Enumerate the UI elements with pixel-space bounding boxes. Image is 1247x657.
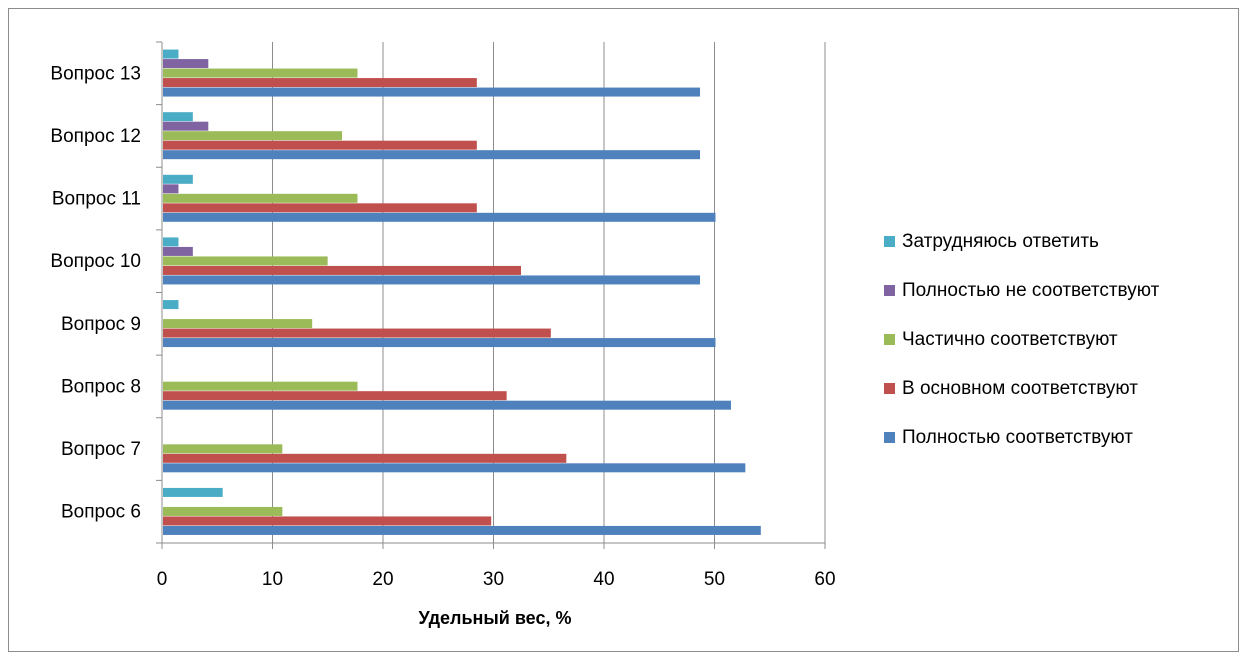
legend-swatch	[884, 236, 895, 247]
legend-swatch	[884, 285, 895, 296]
legend-label: В основном соответствуют	[902, 378, 1138, 399]
bar	[163, 203, 477, 213]
bar	[163, 453, 567, 463]
bar	[163, 525, 761, 535]
x-tick-label: 30	[483, 569, 504, 590]
legend-label: Полностью соответствуют	[902, 427, 1133, 448]
legend-swatch	[884, 383, 895, 394]
x-axis-title: Удельный вес, %	[419, 608, 572, 628]
bar	[163, 381, 358, 391]
legend-label: Затрудняюсь ответить	[902, 231, 1099, 252]
bar	[163, 174, 193, 184]
category-label: Вопрос 11	[52, 189, 141, 210]
bar	[163, 319, 313, 329]
legend-label: Частично соответствуют	[902, 329, 1118, 350]
bar	[163, 506, 283, 516]
bar	[163, 391, 507, 401]
legend-swatch	[884, 432, 895, 443]
category-label: Вопрос 6	[61, 502, 141, 523]
category-labels: Вопрос 6 Вопрос 7 Вопрос 8 Вопрос 9 Вопрос 1…	[50, 63, 141, 522]
bar	[163, 400, 731, 410]
bar	[163, 150, 701, 160]
bar	[163, 212, 716, 222]
bar	[163, 487, 223, 497]
legend-label: Полностью не соответствуют	[902, 280, 1160, 301]
legend-swatch	[884, 334, 895, 345]
bar	[163, 463, 746, 473]
x-tick-labels: 0 10 20 30 40 50 60	[157, 569, 836, 590]
category-label: Вопрос 7	[61, 439, 141, 460]
bar	[163, 59, 209, 69]
bar	[163, 87, 701, 97]
bar	[163, 193, 358, 203]
bar	[163, 184, 179, 194]
bar	[163, 140, 477, 150]
bar	[163, 300, 179, 310]
bar	[163, 78, 477, 88]
x-tick-label: 10	[262, 569, 283, 590]
bar	[163, 49, 179, 59]
category-label: Вопрос 8	[61, 376, 141, 397]
bar	[163, 275, 701, 285]
x-tick-label: 40	[593, 569, 614, 590]
category-label: Вопрос 13	[50, 63, 141, 84]
bar	[163, 237, 179, 247]
category-label: Вопрос 10	[50, 251, 141, 272]
bar	[163, 265, 522, 275]
bars	[163, 49, 761, 535]
axes	[156, 41, 826, 549]
bar	[163, 68, 358, 78]
bar	[163, 338, 716, 348]
category-label: Вопрос 12	[50, 126, 141, 147]
bar	[163, 112, 193, 122]
x-tick-label: 0	[157, 569, 168, 590]
bar	[163, 516, 492, 526]
bar	[163, 256, 328, 266]
legend: Затрудняюсь ответить Полностью не соответ…	[884, 231, 1160, 448]
category-label: Вопрос 9	[61, 314, 141, 335]
bar	[163, 131, 343, 141]
x-tick-label: 60	[814, 569, 835, 590]
bar	[163, 444, 283, 454]
bar	[163, 328, 551, 338]
x-tick-label: 20	[372, 569, 393, 590]
x-tick-label: 50	[704, 569, 725, 590]
bar	[163, 246, 193, 256]
bar	[163, 121, 209, 131]
